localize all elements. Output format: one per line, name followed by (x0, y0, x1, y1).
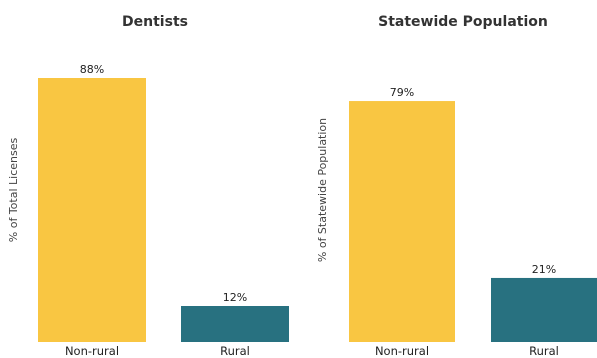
dentists-data-label-rural: 12% (223, 291, 247, 304)
population-data-label-rural: 21% (532, 263, 556, 276)
dentists-chart: Dentists % of Total Licenses 88% Non-rura… (7, 14, 289, 358)
population-chart: Statewide Population % of Statewide Popu… (316, 14, 597, 358)
population-category-label-non-rural: Non-rural (375, 344, 429, 358)
population-data-label-non-rural: 79% (390, 86, 414, 99)
dentists-category-label-non-rural: Non-rural (65, 344, 119, 358)
dentists-y-axis-label: % of Total Licenses (7, 138, 20, 243)
dentists-bar-non-rural (38, 78, 146, 342)
population-bar-rural (491, 277, 597, 342)
population-category-label-rural: Rural (529, 344, 559, 358)
dentists-category-label-rural: Rural (220, 344, 250, 358)
population-y-axis-label: % of Statewide Population (316, 118, 329, 262)
dentists-bars: 88% Non-rural 12% Rural (38, 63, 289, 358)
population-bar-non-rural (349, 101, 455, 342)
dentists-bar-rural (181, 306, 289, 342)
dentists-data-label-non-rural: 88% (80, 63, 104, 76)
population-bars: 79% Non-rural 21% Rural (349, 86, 597, 358)
dentists-chart-title: Dentists (122, 14, 188, 30)
population-chart-title: Statewide Population (378, 14, 548, 30)
